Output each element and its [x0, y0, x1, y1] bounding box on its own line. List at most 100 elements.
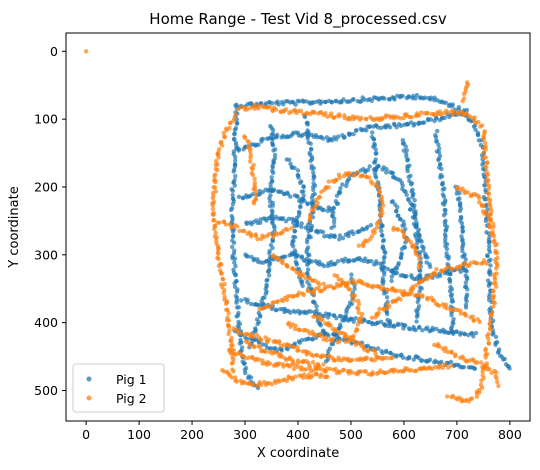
data-point	[237, 341, 243, 346]
data-point	[408, 120, 414, 125]
data-point	[450, 307, 455, 313]
data-point	[487, 217, 492, 222]
data-point	[333, 358, 338, 363]
data-point	[455, 197, 461, 202]
data-point	[272, 187, 277, 192]
data-point	[299, 337, 305, 343]
data-point	[232, 281, 237, 286]
data-point	[404, 148, 409, 153]
data-point	[248, 232, 254, 237]
data-point	[363, 256, 368, 261]
data-point	[226, 310, 231, 316]
data-point	[242, 135, 248, 140]
x-axis-title: X coordinate	[257, 446, 339, 461]
data-point	[483, 147, 488, 152]
data-point	[340, 368, 345, 373]
data-point	[232, 131, 237, 136]
data-point	[311, 166, 316, 171]
data-point	[310, 360, 316, 365]
data-point	[399, 251, 404, 256]
data-point	[449, 313, 454, 318]
data-point	[437, 303, 442, 308]
data-point	[428, 117, 434, 122]
data-point	[414, 314, 420, 319]
data-point	[322, 99, 328, 105]
data-point	[284, 297, 290, 302]
data-point	[369, 259, 374, 264]
data-point	[374, 221, 380, 226]
data-point	[229, 339, 234, 344]
data-point	[300, 283, 305, 288]
data-point	[309, 195, 315, 200]
data-point	[263, 101, 269, 106]
data-point	[232, 164, 238, 169]
data-point	[491, 304, 496, 309]
data-point	[297, 99, 302, 104]
data-point	[230, 192, 235, 198]
data-point	[283, 219, 289, 224]
data-point	[373, 351, 378, 356]
data-point	[267, 251, 272, 256]
data-point	[376, 185, 382, 190]
data-point	[306, 130, 311, 135]
data-point	[425, 255, 430, 260]
data-point	[382, 272, 387, 277]
data-point	[486, 283, 491, 288]
data-point	[270, 203, 276, 208]
data-point	[460, 254, 465, 259]
y-axis-title: Y coordinate	[7, 186, 22, 268]
data-point	[226, 318, 231, 323]
data-point	[305, 201, 310, 206]
data-point	[252, 344, 257, 350]
data-point	[507, 366, 512, 371]
data-point	[347, 300, 353, 305]
data-point	[327, 312, 332, 317]
data-point	[299, 224, 304, 230]
data-point	[406, 196, 411, 202]
data-point	[458, 269, 463, 274]
data-point	[333, 327, 338, 332]
data-point	[271, 170, 276, 175]
data-point	[223, 301, 229, 306]
y-tick-label: 400	[34, 315, 58, 330]
data-point	[405, 158, 410, 163]
data-point	[295, 168, 301, 173]
data-point	[362, 318, 367, 323]
data-point	[258, 220, 263, 225]
data-point	[291, 252, 296, 257]
data-point	[347, 335, 353, 340]
data-point	[298, 180, 303, 185]
y-tick-label: 100	[34, 112, 58, 127]
data-point	[289, 109, 294, 114]
data-point	[451, 112, 456, 117]
data-point	[486, 336, 491, 341]
data-point	[234, 314, 239, 319]
data-point	[306, 252, 311, 257]
data-point	[330, 341, 336, 347]
data-point	[365, 224, 370, 230]
data-point	[270, 142, 275, 147]
data-point	[413, 327, 418, 333]
data-point	[478, 360, 484, 365]
data-point	[286, 374, 291, 379]
data-point	[440, 365, 445, 370]
data-point	[255, 236, 260, 242]
data-point	[389, 278, 394, 284]
data-point	[311, 187, 316, 193]
data-point	[441, 194, 447, 199]
data-point	[446, 256, 451, 261]
data-point	[436, 156, 442, 161]
data-point	[242, 228, 247, 234]
data-point	[485, 177, 490, 183]
data-point	[414, 319, 419, 324]
data-point	[216, 263, 222, 269]
data-point	[361, 281, 367, 286]
data-point	[293, 255, 299, 260]
data-point	[412, 198, 417, 203]
data-point	[276, 102, 281, 107]
data-point	[351, 278, 356, 283]
data-point	[255, 257, 260, 262]
data-point	[490, 332, 495, 337]
data-point	[365, 167, 371, 173]
data-point	[246, 355, 252, 360]
